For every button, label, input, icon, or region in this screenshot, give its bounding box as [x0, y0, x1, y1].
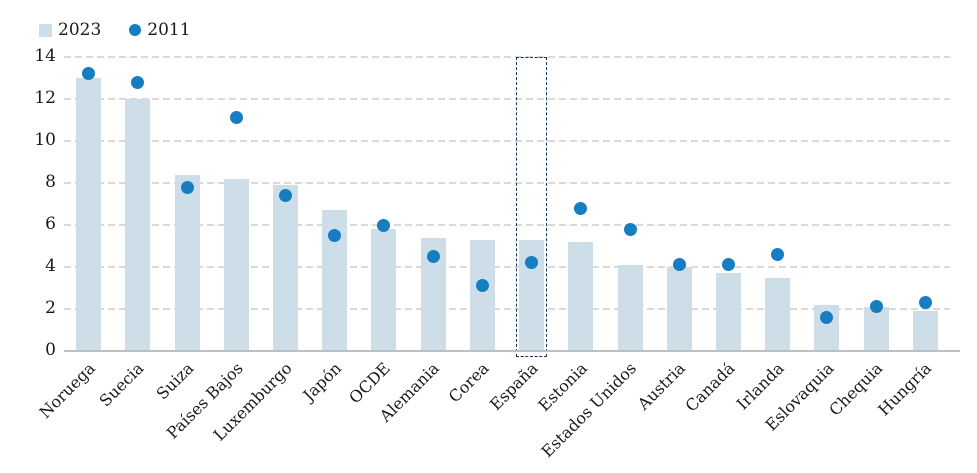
legend-item-2011: 2011: [129, 20, 191, 40]
legend-label-2023: 2023: [58, 20, 102, 40]
y-tick-label-14: 14: [34, 46, 56, 66]
dot-Alemania: [426, 250, 440, 263]
dot-Chequia: [869, 300, 883, 314]
x-axis-line: [64, 350, 960, 352]
legend-label-2011: 2011: [147, 20, 191, 40]
dot-Suiza: [180, 180, 194, 194]
y-tick-label-8: 8: [45, 172, 56, 192]
dot-Japón: [328, 229, 342, 242]
gridline-14: [64, 56, 950, 58]
gridline-6: [64, 224, 950, 226]
dot-Eslovaquia: [820, 310, 834, 324]
highlight-box-espana: [516, 57, 548, 357]
x-tick-label-Corea: Corea: [444, 358, 493, 407]
dot-Austria: [672, 258, 686, 272]
bar-Luxemburgo: [273, 185, 298, 351]
bar-Suecia: [125, 99, 151, 351]
dot-Noruega: [82, 67, 96, 81]
gridline-4: [64, 266, 950, 268]
gridline-12: [64, 98, 950, 100]
bar-Corea: [469, 239, 495, 351]
x-tick-label-Suecia: Suecia: [95, 358, 148, 411]
y-tick-label-10: 10: [34, 130, 56, 150]
y-tick-label-4: 4: [45, 256, 56, 276]
x-tick-label-Chequia: Chequia: [825, 358, 887, 420]
bar-Irlanda: [765, 277, 791, 351]
x-tick-label-España: España: [486, 358, 542, 415]
bar-OCDE: [371, 229, 397, 351]
dot-Irlanda: [771, 247, 785, 261]
bar-Austria: [666, 267, 692, 351]
legend-item-2023: 2023: [39, 20, 101, 40]
dot-Estados Unidos: [623, 222, 637, 236]
x-tick-label-Austria: Austria: [634, 358, 690, 414]
bar-Canadá: [716, 273, 741, 351]
bar-Chequia: [863, 306, 889, 351]
x-tick-label-Japón: Japón: [298, 358, 345, 405]
chart-legend: 2023 2011: [39, 20, 191, 40]
x-tick-label-OCDE: OCDE: [345, 358, 394, 408]
y-tick-label-6: 6: [45, 214, 56, 234]
y-tick-label-2: 2: [45, 298, 56, 318]
x-tick-label-Estados Unidos: Estados Unidos: [537, 358, 641, 462]
dot-Canadá: [722, 258, 735, 272]
bar-Estonia: [568, 241, 594, 351]
bar-swatch-icon: [39, 23, 52, 37]
gridline-10: [64, 140, 950, 142]
dot-Luxemburgo: [279, 189, 292, 203]
dot-Estonia: [574, 201, 588, 215]
gridline-2: [64, 308, 950, 310]
bar-Noruega: [76, 78, 102, 351]
bar-Países Bajos: [223, 178, 249, 351]
dot-Corea: [475, 279, 489, 293]
dot-swatch-icon: [129, 24, 142, 36]
x-tick-label-Hungría: Hungría: [874, 358, 936, 420]
x-tick-label-Canadá: Canadá: [681, 358, 739, 416]
bar-Hungría: [912, 311, 938, 351]
gridline-8: [64, 182, 950, 184]
bar-Suiza: [174, 174, 200, 351]
x-tick-label-Suiza: Suiza: [152, 358, 198, 404]
dot-España: [525, 256, 539, 270]
y-tick-label-0: 0: [45, 340, 56, 360]
dot-Suecia: [131, 75, 145, 89]
bar-Estados Unidos: [617, 264, 643, 351]
y-tick-label-12: 12: [34, 88, 56, 108]
x-tick-label-Noruega: Noruega: [35, 358, 99, 423]
dot-Países Bajos: [229, 111, 243, 125]
dot-OCDE: [377, 218, 391, 232]
dot-Hungría: [918, 296, 932, 310]
